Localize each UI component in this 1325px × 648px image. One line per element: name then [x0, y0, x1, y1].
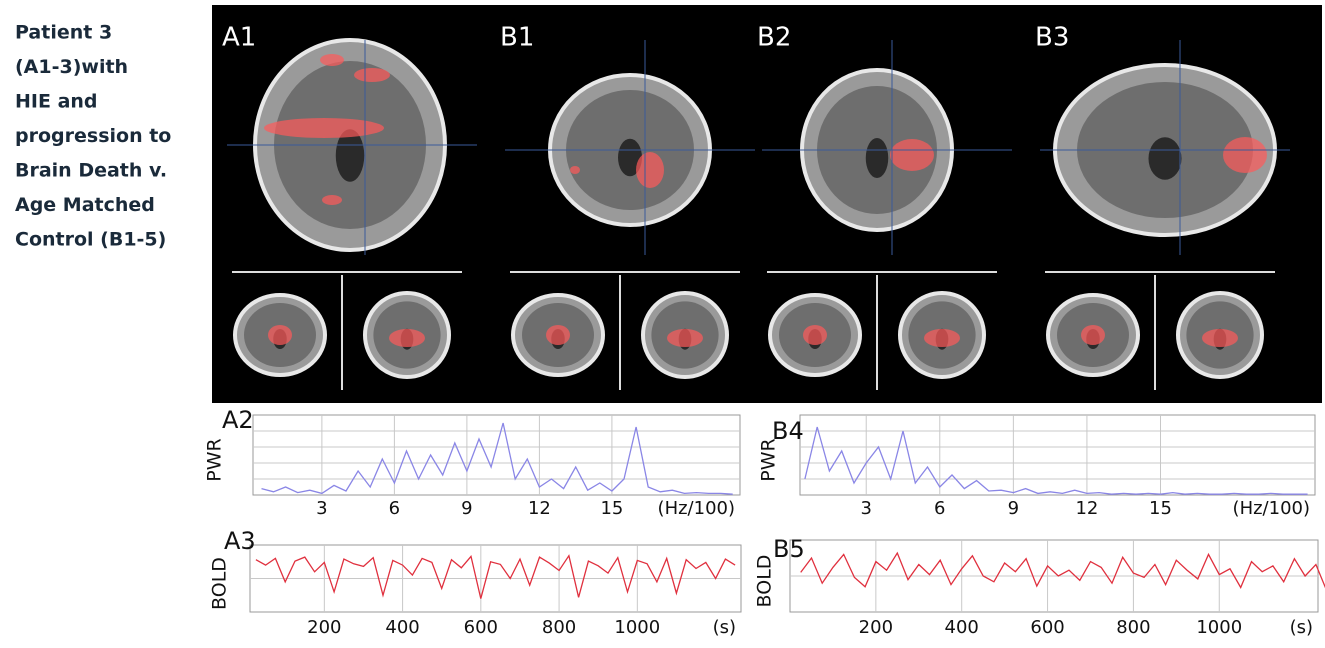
- data-line: [800, 551, 1325, 589]
- image-label: A1: [222, 23, 256, 53]
- image-label: B1: [500, 23, 534, 53]
- caption-line: (A1-3)with: [15, 56, 128, 78]
- panel-label: A2: [222, 406, 254, 434]
- activation: [667, 329, 703, 347]
- data-line: [255, 554, 736, 599]
- x-tick-label: 15: [600, 498, 623, 519]
- panel-label: B5: [773, 535, 805, 563]
- y-axis-label: BOLD: [209, 557, 231, 610]
- brain-ventricle: [335, 129, 365, 182]
- activation: [322, 195, 342, 205]
- activation: [636, 152, 664, 188]
- x-tick-label: 6: [389, 498, 400, 519]
- activation: [268, 325, 292, 345]
- brain-ventricle: [618, 138, 642, 177]
- image-label: B3: [1035, 23, 1069, 53]
- x-tick-label: 6: [934, 498, 945, 519]
- caption-line: HIE and: [15, 91, 98, 113]
- caption-line: Control (B1-5): [15, 229, 166, 251]
- x-tick-label: 12: [528, 498, 551, 519]
- x-tick-label: 800: [1116, 617, 1150, 638]
- x-tick-label: 600: [464, 617, 498, 638]
- caption-line: progression to: [15, 125, 171, 147]
- x-axis-label: (Hz/100): [1233, 498, 1310, 519]
- image-label: B2: [757, 23, 791, 53]
- activation: [803, 325, 827, 345]
- x-tick-label: 800: [542, 617, 576, 638]
- x-tick-label: 600: [1030, 617, 1064, 638]
- x-tick-label: 3: [860, 498, 871, 519]
- y-axis-label: PWR: [204, 438, 226, 481]
- x-tick-label: 200: [859, 617, 893, 638]
- panel-label: A3: [224, 527, 256, 555]
- caption-line: Brain Death v.: [15, 160, 167, 182]
- activation: [1202, 329, 1238, 347]
- x-tick-label: 400: [385, 617, 419, 638]
- x-axis-label: (s): [713, 617, 736, 638]
- x-tick-label: 9: [1008, 498, 1019, 519]
- plot-area: [252, 414, 741, 496]
- panel-label: B4: [772, 417, 804, 445]
- y-axis-label: BOLD: [754, 555, 776, 608]
- x-tick-label: 12: [1075, 498, 1098, 519]
- data-line: [804, 426, 1308, 495]
- x-tick-label: 3: [316, 498, 327, 519]
- data-line: [261, 422, 733, 495]
- activation: [570, 166, 580, 174]
- plot-area: [799, 414, 1316, 496]
- brain-ventricle: [1148, 137, 1182, 180]
- activation: [890, 139, 934, 171]
- x-tick-label: 1000: [614, 617, 660, 638]
- x-tick-label: 200: [307, 617, 341, 638]
- brain-ventricle: [865, 138, 889, 178]
- x-axis-label: (s): [1290, 617, 1313, 638]
- activation: [354, 68, 390, 82]
- y-axis-label: PWR: [758, 438, 780, 481]
- x-tick-label: 15: [1149, 498, 1172, 519]
- x-tick-label: 400: [945, 617, 979, 638]
- activation: [1081, 325, 1105, 345]
- activation: [264, 118, 384, 138]
- x-tick-label: 9: [461, 498, 472, 519]
- x-tick-label: 1000: [1196, 617, 1242, 638]
- activation: [924, 329, 960, 347]
- caption-line: Age Matched: [15, 194, 155, 216]
- activation: [546, 325, 570, 345]
- x-axis-label: (Hz/100): [658, 498, 735, 519]
- activation: [1223, 137, 1267, 173]
- caption-line: Patient 3: [15, 22, 112, 44]
- activation: [320, 54, 344, 66]
- activation: [389, 329, 425, 347]
